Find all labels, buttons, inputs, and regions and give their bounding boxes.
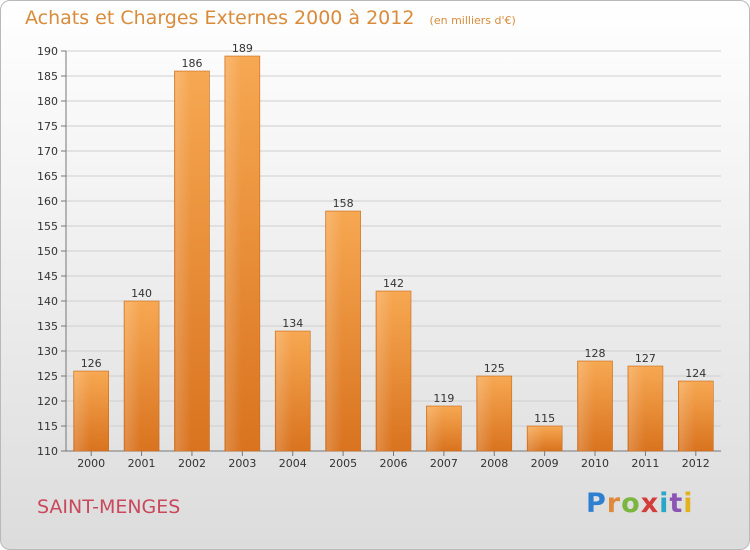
bar-highlight (125, 302, 141, 451)
x-tick-label: 2005 (329, 457, 357, 470)
bar-value-label: 124 (685, 367, 706, 380)
x-tick-label: 2001 (128, 457, 156, 470)
logo-letter: i (683, 488, 694, 519)
bar-highlight (477, 377, 494, 451)
bar-highlight (528, 427, 544, 451)
y-tick-label: 130 (37, 345, 58, 358)
y-tick-label: 125 (37, 370, 58, 383)
proxiti-logo: Proxiti (586, 488, 694, 519)
label-layer: 126 2000 140 2001 186 2002 189 2003 134 2004 158 20… (77, 42, 710, 470)
bar-value-label: 119 (433, 392, 454, 405)
y-tick-label: 145 (37, 270, 58, 283)
y-tick-label: 180 (37, 95, 58, 108)
bar-value-label: 125 (484, 362, 505, 375)
y-tick-label: 165 (37, 170, 58, 183)
x-tick-label: 2009 (531, 457, 559, 470)
logo-letter: P (586, 488, 607, 519)
bar-highlight (74, 372, 91, 451)
bar-value-label: 128 (585, 347, 606, 360)
bar-highlight (628, 367, 645, 451)
bar-highlight (679, 382, 696, 451)
x-tick-label: 2003 (228, 457, 256, 470)
x-tick-label: 2012 (682, 457, 710, 470)
y-tick-label: 120 (37, 395, 58, 408)
bar-value-label: 186 (181, 57, 202, 70)
y-tick-label: 135 (37, 320, 58, 333)
bar-highlight (225, 57, 242, 451)
y-tick-label: 170 (37, 145, 58, 158)
y-tick-label: 155 (37, 220, 58, 233)
bar-value-label: 127 (635, 352, 656, 365)
x-tick-label: 2007 (430, 457, 458, 470)
y-tick-label: 115 (37, 420, 58, 433)
logo-letter: i (659, 488, 670, 519)
x-tick-label: 2002 (178, 457, 206, 470)
bar-value-label: 115 (534, 412, 555, 425)
x-tick-label: 2010 (581, 457, 609, 470)
bar-highlight (326, 212, 343, 451)
bar-highlight (578, 362, 595, 451)
y-tick-label: 175 (37, 120, 58, 133)
y-tick-label: 150 (37, 245, 58, 258)
commune-name: SAINT-MENGES (37, 496, 181, 518)
x-tick-label: 2004 (279, 457, 307, 470)
y-tick-label: 140 (37, 295, 58, 308)
logo-letter: o (621, 488, 641, 519)
y-tick-label: 190 (37, 45, 58, 58)
bar-value-label: 158 (333, 197, 354, 210)
chart-subtitle: (en milliers d'€) (429, 14, 516, 27)
x-tick-label: 2006 (380, 457, 408, 470)
bar-highlight (427, 407, 444, 451)
bar-value-label: 189 (232, 42, 253, 55)
logo-letter: r (606, 488, 622, 519)
y-tick-label: 110 (37, 445, 58, 458)
bar-value-label: 140 (131, 287, 152, 300)
bar-value-label: 126 (81, 357, 102, 370)
bar-highlight (175, 72, 192, 451)
chart-title: Achats et Charges Externes 2000 à 2012 (25, 7, 415, 29)
logo-letter: t (669, 488, 684, 519)
bar-value-label: 134 (282, 317, 303, 330)
bar-highlight (276, 332, 292, 451)
x-tick-label: 2011 (631, 457, 659, 470)
x-tick-label: 2000 (77, 457, 105, 470)
y-tick-label: 185 (37, 70, 58, 83)
title-row: Achats et Charges Externes 2000 à 2012 (… (25, 7, 516, 29)
bar-highlight (377, 292, 393, 451)
bar-value-label: 142 (383, 277, 404, 290)
y-tick-label: 160 (37, 195, 58, 208)
logo-letter: x (640, 488, 660, 519)
x-tick-label: 2008 (480, 457, 508, 470)
axis-layer: 110 115 120 125 130 135 140 145 150 155 160 165 170 1… (37, 45, 721, 458)
bar-layer (73, 55, 714, 452)
